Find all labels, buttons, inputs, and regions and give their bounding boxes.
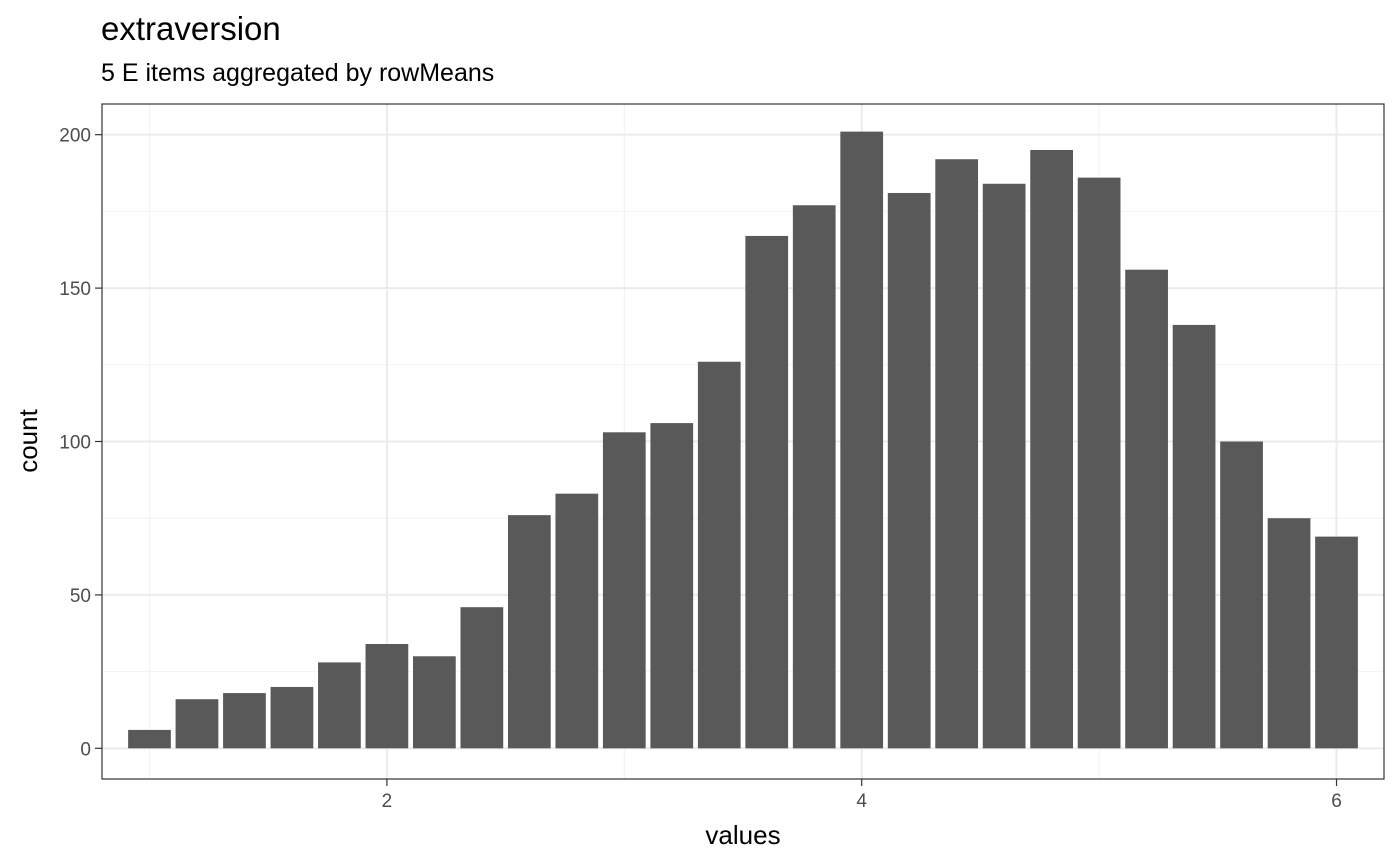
bar [413,656,456,749]
y-axis-title: count [13,408,43,472]
bar [840,131,884,749]
bar [270,686,314,749]
x-tick-label: 2 [382,791,393,812]
y-axis: 0 50 100 150 200 [59,126,102,760]
bar [318,662,361,749]
bar [460,607,504,749]
bar [507,515,551,749]
bar [697,361,741,749]
x-tick-label: 6 [1331,791,1342,812]
y-tick-label: 150 [59,279,91,300]
bar [1172,324,1216,749]
bar [365,644,409,749]
y-tick-label: 200 [59,126,91,147]
y-tick-label: 0 [80,739,91,760]
chart-subtitle: 5 E items aggregated by rowMeans [101,59,494,87]
chart-title: extraversion [101,10,281,47]
bar [745,235,789,749]
bar [602,432,646,749]
bar [1267,518,1311,749]
bar [792,205,836,749]
bar [1315,536,1358,749]
bar [1030,150,1073,749]
bar [887,192,931,749]
bar [175,699,219,749]
y-tick-label: 50 [70,586,91,607]
bar [982,183,1026,749]
bars [128,131,1358,749]
bar [223,693,266,749]
bar [555,493,599,749]
x-axis-title: values [705,820,780,850]
x-tick-label: 4 [856,791,867,812]
x-axis: 2 4 6 [382,779,1342,812]
bar [935,159,979,749]
bar [1125,269,1168,749]
bar [1220,441,1263,749]
y-tick-label: 100 [59,433,91,454]
bar [1077,177,1121,749]
bar [650,423,694,749]
bar [128,729,171,749]
